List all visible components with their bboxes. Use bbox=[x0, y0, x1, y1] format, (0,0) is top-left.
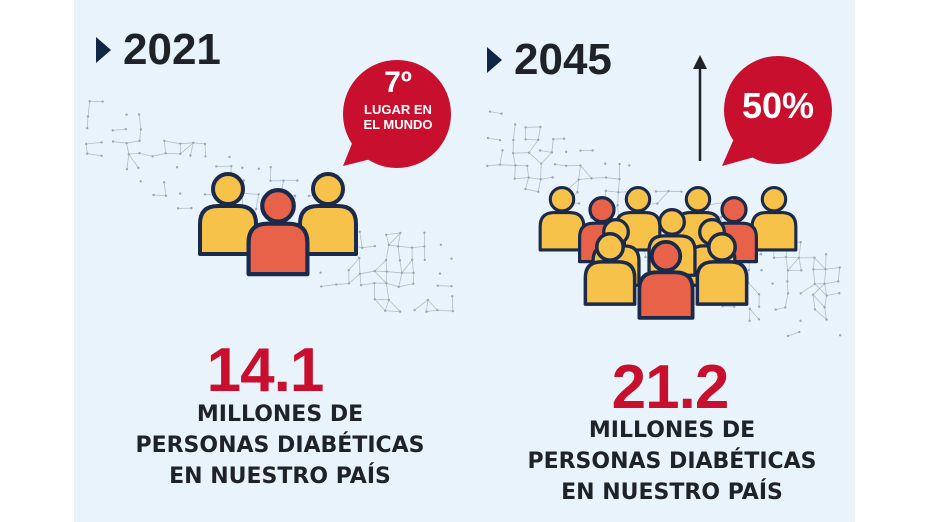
caption-line: EN NUESTRO PAÍS bbox=[561, 480, 783, 505]
value-2045: 21.2 bbox=[611, 353, 730, 422]
caption-2045: MILLONES DE PERSONAS DIABÉTICAS EN NUEST… bbox=[512, 415, 832, 508]
ranking-bubble: 7º LUGAR EN EL MUNDO bbox=[345, 66, 451, 133]
increase-bubble: 50% bbox=[741, 85, 815, 126]
year-label: 2021 bbox=[123, 25, 221, 74]
caption-line: MILLONES DE bbox=[588, 418, 756, 443]
year-heading-2045: 2045 bbox=[487, 38, 612, 82]
people-group-icon bbox=[538, 186, 798, 320]
person-icon bbox=[538, 186, 586, 252]
play-arrow-icon bbox=[487, 47, 502, 73]
caption-line: EN NUESTRO PAÍS bbox=[169, 464, 391, 489]
person-icon bbox=[198, 172, 258, 256]
year-label: 2045 bbox=[514, 35, 612, 84]
caption-2021: MILLONES DE PERSONAS DIABÉTICAS EN NUEST… bbox=[120, 399, 440, 492]
speech-bubble-icon bbox=[343, 60, 451, 168]
ranking-line2: EL MUNDO bbox=[363, 117, 433, 132]
caption-line: PERSONAS DIABÉTICAS bbox=[527, 449, 817, 474]
year-heading-2021: 2021 bbox=[96, 28, 221, 72]
person-icon bbox=[583, 231, 637, 306]
person-icon bbox=[695, 231, 749, 306]
person-icon bbox=[298, 172, 358, 256]
caption-line: PERSONAS DIABÉTICAS bbox=[135, 433, 425, 458]
speech-bubble-icon bbox=[722, 56, 832, 166]
ranking-line1: LUGAR EN bbox=[364, 102, 432, 117]
person-icon bbox=[637, 240, 695, 320]
up-arrow-icon bbox=[693, 55, 707, 161]
ranking-value: 7º bbox=[384, 66, 412, 99]
play-arrow-icon bbox=[96, 37, 111, 63]
caption-line: MILLONES DE bbox=[196, 402, 364, 427]
value-2021: 14.1 bbox=[206, 336, 325, 405]
person-icon bbox=[750, 186, 798, 252]
people-group-icon bbox=[198, 172, 358, 277]
person-icon bbox=[246, 187, 310, 277]
